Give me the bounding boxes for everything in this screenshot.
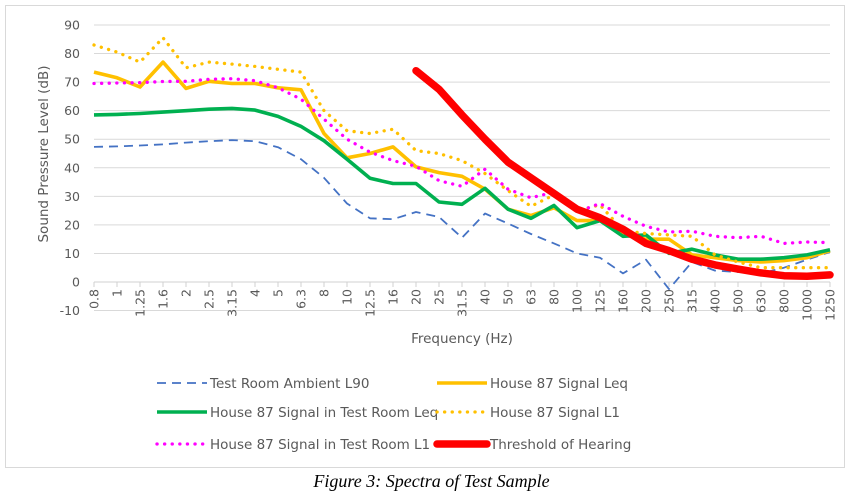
y-tick-label: -10 [60,303,80,318]
x-tick-label: 0.8 [87,289,102,309]
x-tick-label: 4 [248,289,263,297]
y-tick-label: 40 [64,160,80,175]
x-tick-label: 80 [547,289,562,305]
legend-item: Test Room Ambient L90 [157,376,369,392]
series-lines [92,36,834,291]
series-line-6 [412,66,834,281]
legend-label: House 87 Signal L1 [490,405,620,421]
x-tick-label: 8 [317,289,332,297]
series-line-4 [92,36,832,270]
legend: Test Room Ambient L90 House 87 Signal Leq… [155,376,631,453]
y-tick-label: 60 [64,103,80,118]
x-tick-label: 5 [271,289,286,297]
y-tick-label: 90 [64,18,80,33]
x-tick-label: 1250 [823,289,838,321]
series-line-1 [93,139,831,291]
x-tick-label: 20 [409,289,424,305]
x-tick-label: 100 [570,289,585,313]
y-axis-ticks: -10 0 10 20 30 40 50 60 70 80 90 [60,18,80,319]
x-tick-label: 200 [639,289,654,313]
legend-label: House 87 Signal in Test Room Leq [210,405,438,421]
series-line-5 [92,77,832,246]
x-tick-label: 50 [501,289,516,305]
x-tick-label: 500 [731,289,746,313]
legend-label: Test Room Ambient L90 [209,376,369,392]
x-tick-label: 25 [432,289,447,305]
x-tick-label: 800 [777,289,792,313]
x-tick-label: 315 [685,289,700,313]
x-tick-label: 1.6 [156,289,171,309]
series-line-3 [93,106,831,262]
x-tick-label: 16 [386,289,401,305]
legend-item: House 87 Signal in Test Room Leq [157,405,438,421]
x-tick-label: 2 [179,289,194,297]
series-line-2 [93,60,831,264]
x-tick-label: 1.25 [133,289,148,317]
x-tick-label: 1000 [800,289,815,321]
y-tick-label: 10 [64,246,80,261]
legend-label: House 87 Signal in Test Room L1 [210,437,430,453]
legend-item: House 87 Signal L1 [435,405,620,421]
legend-item: House 87 Signal Leq [437,376,628,392]
x-tick-label: 12.5 [363,289,378,317]
y-tick-label: 30 [64,189,80,204]
x-tick-label: 1 [110,289,125,297]
x-tick-label: 40 [478,289,493,305]
x-tick-label: 6.3 [294,289,309,309]
legend-item: House 87 Signal in Test Room L1 [155,437,430,453]
y-tick-label: 20 [64,217,80,232]
x-tick-label: 400 [708,289,723,313]
legend-label: House 87 Signal Leq [490,376,628,392]
figure-caption: Figure 3: Spectra of Test Sample [313,471,550,491]
y-tick-label: 80 [64,46,80,61]
y-tick-label: 0 [72,275,80,290]
x-axis-title: Frequency (Hz) [411,331,513,347]
x-tick-label: 2.5 [202,289,217,309]
y-axis-title: Sound Pressure Level (dB) [36,65,52,242]
legend-label: Threshold of Hearing [489,437,631,453]
x-tick-label: 10 [340,289,355,305]
x-tick-label: 160 [616,289,631,313]
x-tick-label: 125 [593,289,608,313]
x-tick-label: 63 [524,289,539,305]
x-tick-label: 3.15 [225,289,240,317]
x-tick-label: 31.5 [455,289,470,317]
x-axis: 0.8 1 1.25 1.6 2 2.5 3.15 4 5 6.3 8 10 12.5 16 20 25 31.… [87,282,838,321]
legend-item: Threshold of Hearing [433,437,631,453]
y-tick-label: 50 [64,132,80,147]
x-tick-label: 630 [754,289,769,313]
x-tick-label: 250 [662,289,677,313]
y-tick-label: 70 [64,75,80,90]
